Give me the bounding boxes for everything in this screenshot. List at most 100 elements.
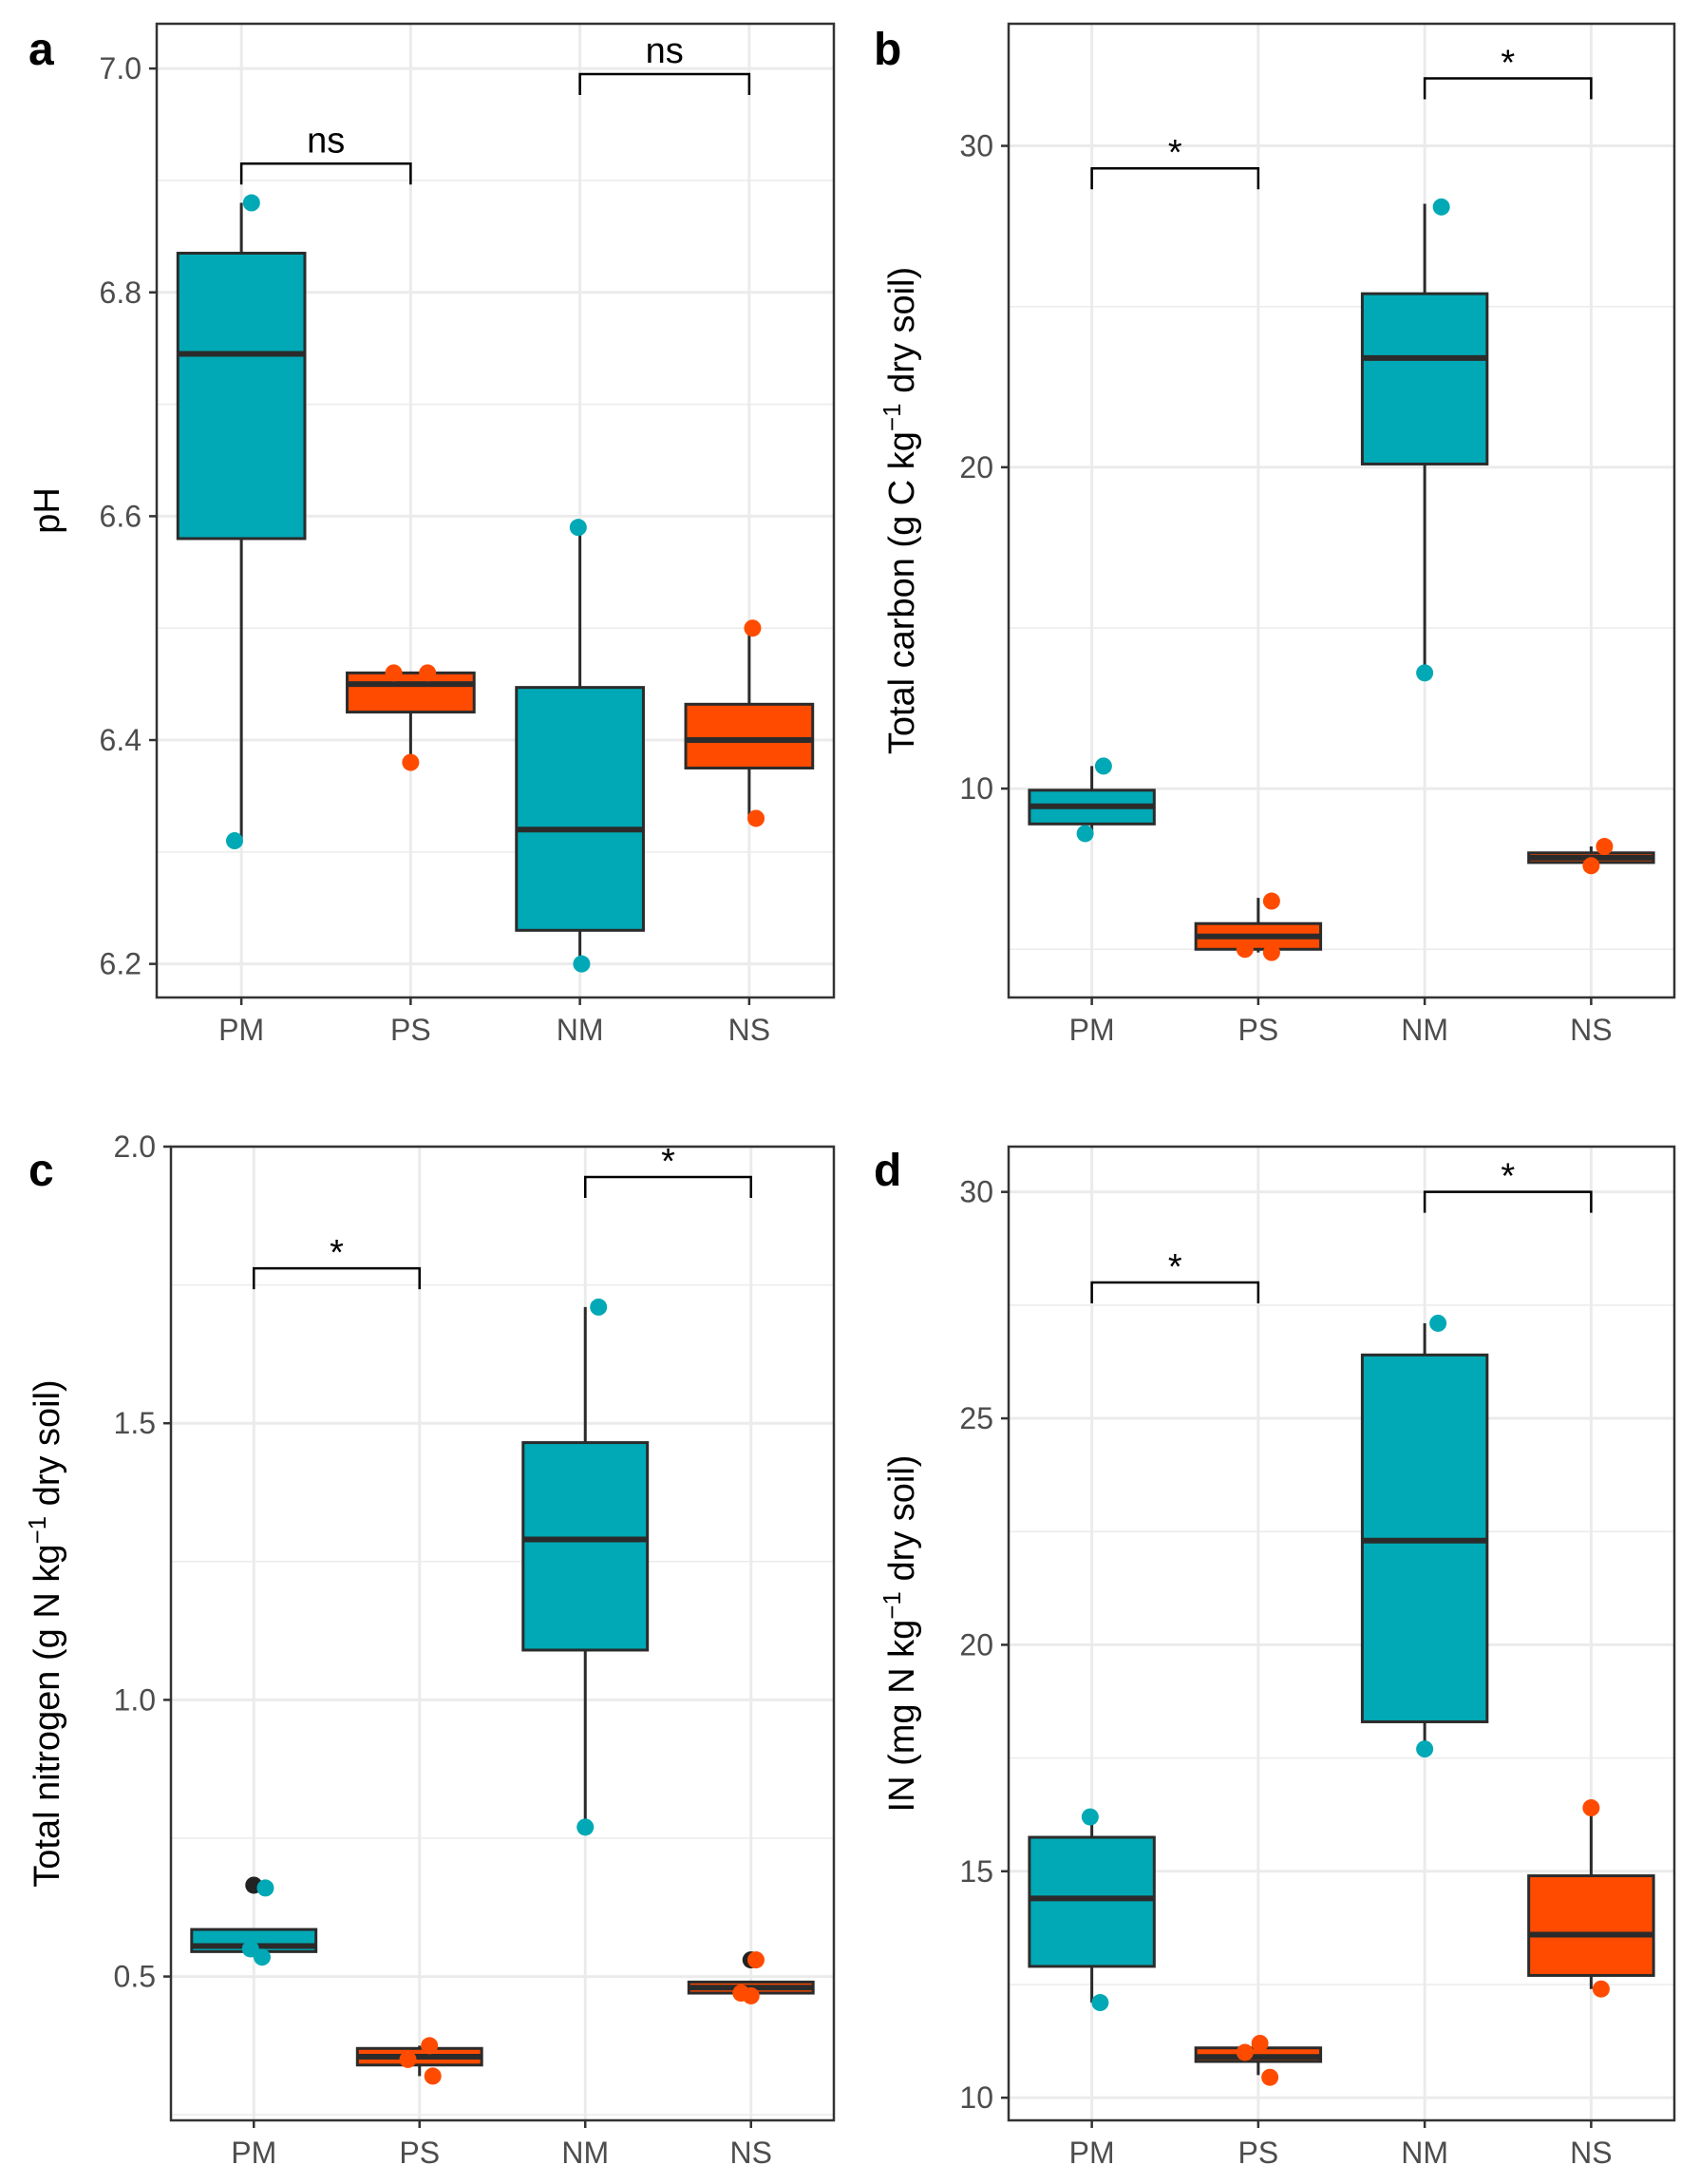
box-PM (176, 252, 307, 541)
x-tick-label: NM (1401, 2136, 1448, 2170)
x-tick-label: PS (1238, 1013, 1279, 1047)
panel-frame (1007, 1145, 1676, 2122)
y-axis-label-units: dry soil) (28, 1379, 67, 1516)
data-point (1592, 1980, 1610, 1998)
panel-letter: b (874, 25, 901, 75)
significance-label: * (1501, 44, 1515, 84)
y-tick-label: 1.0 (114, 1682, 156, 1717)
y-tick-label: 0.5 (114, 1960, 156, 1994)
data-point (573, 955, 591, 973)
data-point (241, 1940, 259, 1958)
significance-bracket (578, 72, 751, 96)
x-tick-label: NM (1401, 1013, 1448, 1047)
x-tick-label: PS (1238, 2136, 1279, 2170)
data-point (1236, 2043, 1254, 2061)
y-tick-label: 30 (959, 129, 993, 163)
y-tick-label: 7.0 (100, 51, 142, 85)
x-tick-label: NM (561, 2136, 609, 2170)
panel-d: 10 15 20 25 30 PM PS NM NS * * d IN (mg N kg−1 dry s… (874, 1145, 1676, 2170)
x-tick-label: NS (730, 2136, 772, 2170)
data-point (1262, 943, 1280, 961)
y-tick-label: 10 (959, 771, 993, 806)
data-point (385, 664, 403, 682)
data-point (1429, 1314, 1447, 1332)
data-point (732, 1985, 750, 2003)
significance-label: * (330, 1233, 344, 1273)
data-point (419, 664, 437, 682)
box-NM (521, 1441, 650, 1652)
x-tick-label: PM (218, 1013, 264, 1047)
x-tick-label: NS (1570, 2136, 1612, 2170)
panel-a: 6.2 6.4 6.6 6.8 7.0 PM PS NM NS ns ns a pH (28, 22, 836, 1047)
data-point (399, 2050, 417, 2068)
y-tick-label: 2.0 (114, 1130, 156, 1164)
significance-label: ns (646, 31, 684, 71)
y-axis-label-units: dry soil) (882, 267, 922, 404)
y-axis-label: pH (28, 487, 67, 534)
data-point (424, 2067, 442, 2085)
data-point (1076, 825, 1094, 843)
data-point (1261, 2068, 1279, 2086)
data-point (1251, 2034, 1269, 2052)
significance-bracket (1423, 77, 1593, 100)
x-tick-label: PM (1069, 2136, 1115, 2170)
y-tick-label: 15 (959, 1854, 993, 1889)
data-point (1582, 857, 1600, 875)
significance-bracket (1090, 166, 1260, 190)
box-NS (1527, 1874, 1655, 1977)
panel-letter: a (28, 25, 54, 75)
significance-label: ns (307, 121, 345, 161)
data-point (576, 1818, 595, 1836)
panel-letter: c (28, 1146, 54, 1196)
y-axis-label-main: Total nitrogen (g N kg (28, 1545, 67, 1888)
significance-bracket (584, 1175, 752, 1199)
y-tick-label: 20 (959, 450, 993, 484)
data-point (569, 519, 587, 537)
y-tick-label: 6.6 (100, 499, 142, 533)
y-axis-label: Total nitrogen (g N kg−1 dry soil) (23, 1379, 67, 1887)
data-point (1091, 1994, 1109, 2012)
x-tick-label: PM (231, 2136, 276, 2170)
box-NM (515, 686, 645, 932)
box-NM (1360, 292, 1489, 465)
x-tick-label: PS (390, 1013, 431, 1047)
significance-bracket (239, 162, 412, 185)
y-axis-label-superscript: −1 (878, 403, 906, 431)
data-point (1582, 1799, 1600, 1817)
x-tick-label: PS (399, 2136, 440, 2170)
data-point (402, 753, 420, 771)
y-axis-label: IN (mg N kg−1 dry soil) (878, 1455, 922, 1813)
panel-b: 10 20 30 PM PS NM NS * * b Total carbon (g C kg−1 … (874, 22, 1676, 1047)
box-PS (346, 671, 476, 714)
y-tick-label: 6.4 (100, 723, 142, 757)
box-NS (684, 702, 815, 769)
data-point (256, 1879, 274, 1897)
y-tick-label: 20 (959, 1627, 993, 1662)
y-tick-label: 10 (959, 2080, 993, 2115)
y-axis-label-superscript: −1 (23, 1516, 51, 1545)
data-point (1094, 757, 1112, 775)
data-point (1236, 940, 1254, 959)
x-tick-label: NM (557, 1013, 604, 1047)
data-point (1262, 892, 1280, 910)
data-point (744, 619, 762, 637)
significance-label: * (1168, 1247, 1182, 1287)
significance-bracket (253, 1266, 421, 1290)
data-point (1432, 198, 1450, 216)
data-point (746, 1951, 765, 1969)
data-point (1081, 1808, 1099, 1826)
significance-label: * (1501, 1157, 1515, 1197)
y-axis-label-superscript: −1 (878, 1591, 906, 1620)
significance-label: * (1168, 133, 1182, 173)
data-point (1596, 838, 1614, 856)
y-tick-label: 6.2 (100, 947, 142, 981)
data-point (1416, 664, 1434, 682)
x-tick-label: PM (1069, 1013, 1115, 1047)
x-tick-label: NS (1570, 1013, 1612, 1047)
panel-frame (169, 1145, 836, 2122)
data-point (590, 1298, 608, 1316)
significance-bracket (1090, 1281, 1260, 1304)
y-axis-label: Total carbon (g C kg−1 dry soil) (878, 267, 922, 754)
y-tick-label: 25 (959, 1401, 993, 1435)
